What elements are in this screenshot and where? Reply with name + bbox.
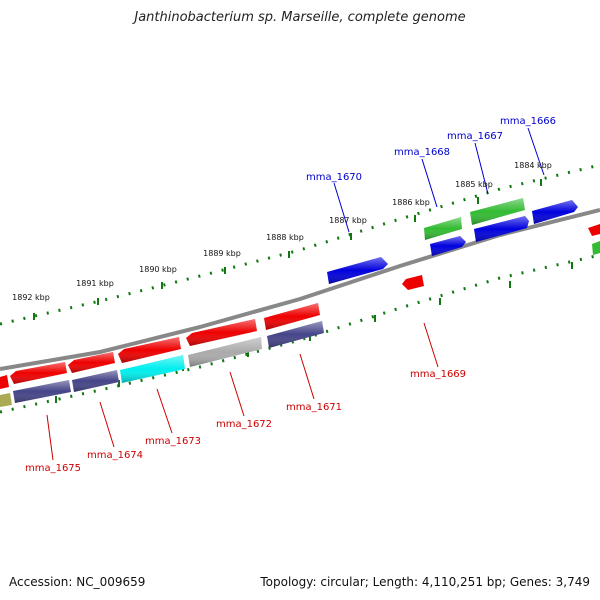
gene-label: mma_1671 xyxy=(286,402,342,413)
gene-arrow[interactable] xyxy=(588,224,600,236)
gene-arrow[interactable] xyxy=(592,241,600,255)
kbp-label: 1884 kbp xyxy=(514,161,552,170)
gene-arrow[interactable] xyxy=(267,321,324,348)
gene-arrow[interactable] xyxy=(474,216,529,242)
label-leaders xyxy=(46,127,545,461)
gene-label: mma_1674 xyxy=(87,450,143,461)
kbp-label: 1887 kbp xyxy=(329,216,367,225)
kbp-label: 1892 kbp xyxy=(12,293,50,302)
gene-arrow[interactable] xyxy=(470,198,525,225)
gene-label: mma_1666 xyxy=(500,116,556,127)
gene-label: mma_1668 xyxy=(394,147,450,158)
map-title: Janthinobacterium sp. Marseille, complet… xyxy=(134,10,466,25)
gene-label: mma_1670 xyxy=(306,172,362,183)
forward-strand xyxy=(327,198,600,284)
gene-arrow[interactable] xyxy=(188,337,262,367)
kbp-label: 1889 kbp xyxy=(203,249,241,258)
gene-arrow[interactable] xyxy=(120,355,185,383)
gene-label: mma_1669 xyxy=(410,369,466,380)
kbp-label: 1885 kbp xyxy=(455,180,493,189)
inner-tick-ring xyxy=(0,253,600,414)
gene-arrow[interactable] xyxy=(264,303,320,330)
gene-arrow[interactable] xyxy=(13,380,71,403)
major-ticks xyxy=(33,179,573,403)
gene-arrow[interactable] xyxy=(10,362,67,384)
kbp-label: 1891 kbp xyxy=(76,279,114,288)
gene-arrow[interactable] xyxy=(186,319,257,346)
gene-label: mma_1673 xyxy=(145,436,201,447)
genome-stats: Topology: circular; Length: 4,110,251 bp… xyxy=(260,575,590,589)
gene-arrow[interactable] xyxy=(402,275,424,290)
gene-arrow[interactable] xyxy=(118,337,181,363)
gene-label: mma_1667 xyxy=(447,131,503,142)
gene-arrow[interactable] xyxy=(327,257,388,284)
gene-arrow[interactable] xyxy=(0,393,12,407)
kbp-label: 1888 kbp xyxy=(266,233,304,242)
gene-arrow[interactable] xyxy=(68,352,115,373)
gene-label: mma_1672 xyxy=(216,419,272,430)
gene-arrow[interactable] xyxy=(430,236,466,256)
gene-arrow[interactable] xyxy=(72,370,119,392)
gene-label: mma_1675 xyxy=(25,463,81,474)
kbp-label: 1890 kbp xyxy=(139,265,177,274)
reverse-strand xyxy=(0,275,424,407)
gene-arrow[interactable] xyxy=(424,217,462,240)
gene-arrow[interactable] xyxy=(0,375,9,389)
kbp-label: 1886 kbp xyxy=(392,198,430,207)
accession-text: Accession: NC_009659 xyxy=(9,575,146,589)
gene-arrow[interactable] xyxy=(532,200,578,224)
